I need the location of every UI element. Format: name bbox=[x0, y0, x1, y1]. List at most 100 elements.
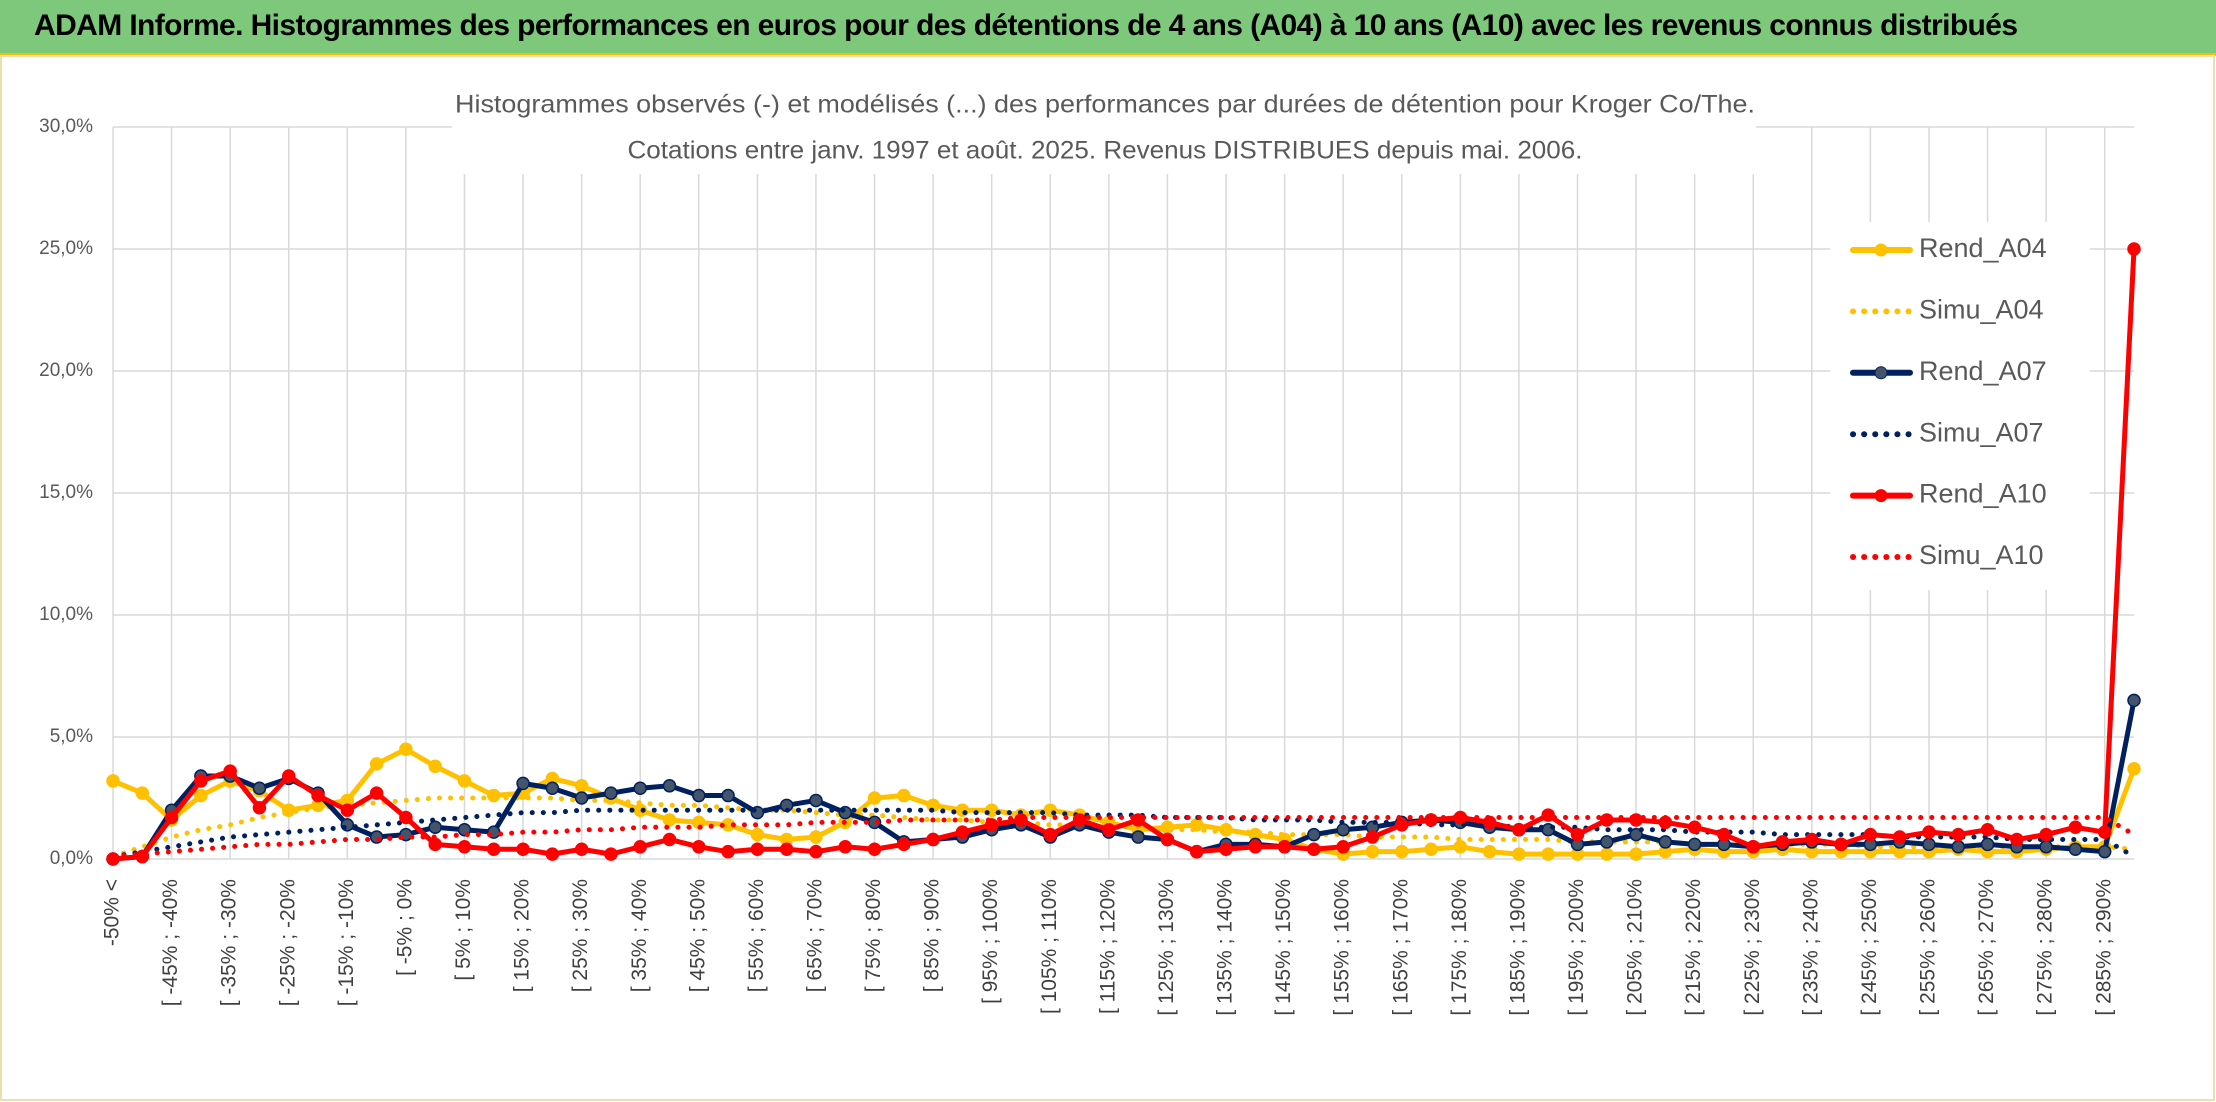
series-marker bbox=[311, 788, 325, 803]
series-marker bbox=[1717, 827, 1731, 842]
series-marker bbox=[252, 781, 267, 795]
series-marker bbox=[1570, 827, 1585, 842]
series-marker bbox=[194, 788, 208, 803]
y-tick-label: 30,0% bbox=[39, 116, 93, 137]
series-marker bbox=[604, 847, 618, 861]
series-marker bbox=[1512, 847, 1526, 861]
series-marker bbox=[955, 825, 970, 839]
x-tick-label: [ 35% ; 40% bbox=[628, 879, 651, 992]
series-marker bbox=[135, 786, 150, 800]
series-marker bbox=[662, 832, 677, 847]
x-tick-label: [ 15% ; 20% bbox=[511, 879, 534, 992]
series-marker bbox=[428, 820, 442, 835]
x-tick-label: [ 135% ; 140% bbox=[1214, 879, 1237, 1016]
series-marker bbox=[428, 759, 442, 774]
series-marker bbox=[1131, 830, 1145, 844]
x-tick-label: [ 95% ; 100% bbox=[979, 879, 1002, 1004]
series-marker bbox=[867, 842, 882, 856]
y-tick-label: 15,0% bbox=[39, 482, 93, 503]
series-marker bbox=[1834, 837, 1848, 852]
series-marker bbox=[2068, 820, 2083, 835]
series-line bbox=[110, 815, 2137, 860]
series-marker bbox=[750, 842, 765, 856]
series-line bbox=[110, 795, 2137, 860]
series-marker bbox=[2097, 844, 2112, 859]
x-tick-label: [ 275% ; 280% bbox=[2034, 879, 2057, 1016]
series-marker bbox=[574, 842, 589, 856]
x-tick-label: [ 195% ; 200% bbox=[1565, 879, 1588, 1016]
series-marker bbox=[1600, 847, 1614, 861]
series-marker bbox=[838, 840, 852, 854]
series-marker bbox=[516, 842, 530, 856]
series-marker bbox=[399, 742, 413, 756]
series-marker bbox=[809, 830, 823, 844]
banner-title: ADAM Informe. Histogrammes des performan… bbox=[34, 9, 2018, 42]
series-marker bbox=[926, 832, 940, 847]
x-tick-label: [ -35% ; -30% bbox=[218, 879, 241, 1006]
legend-marker bbox=[1874, 489, 1888, 503]
x-tick-label: [ 175% ; 180% bbox=[1448, 879, 1471, 1016]
legend-label: Simu_A10 bbox=[1919, 540, 2044, 570]
series-marker bbox=[2127, 761, 2141, 776]
x-tick-label: [ 85% ; 90% bbox=[921, 879, 944, 992]
series-marker bbox=[721, 788, 735, 803]
series-marker bbox=[1189, 844, 1204, 859]
series-marker bbox=[1365, 830, 1380, 844]
legend-label: Simu_A04 bbox=[1919, 295, 2044, 325]
series-marker bbox=[1629, 827, 1643, 842]
series-marker bbox=[1805, 832, 1819, 847]
banner: ADAM Informe. Histogrammes des performan… bbox=[0, 0, 2216, 56]
series-marker bbox=[1746, 840, 1760, 854]
series-marker bbox=[194, 774, 208, 788]
series-marker bbox=[1922, 825, 1936, 839]
x-tick-label: [ 75% ; 80% bbox=[862, 879, 885, 992]
y-tick-label: 10,0% bbox=[39, 604, 93, 625]
x-tick-label: [ 25% ; 30% bbox=[569, 879, 592, 992]
series-marker bbox=[809, 844, 823, 859]
x-tick-label: [ 105% ; 110% bbox=[1038, 879, 1061, 1014]
series-marker bbox=[1307, 827, 1321, 842]
series-marker bbox=[1482, 844, 1497, 859]
series-marker bbox=[457, 840, 472, 854]
series-marker bbox=[281, 769, 296, 783]
series-marker bbox=[1687, 820, 1702, 835]
series-marker bbox=[897, 837, 911, 852]
series-marker bbox=[662, 779, 677, 793]
series-marker bbox=[1248, 840, 1263, 854]
series-marker bbox=[692, 788, 706, 803]
series-marker bbox=[369, 757, 384, 771]
legend-marker bbox=[1874, 366, 1888, 380]
series-line bbox=[110, 246, 2137, 862]
x-tick-label: [ 285% ; 290% bbox=[2092, 879, 2115, 1016]
series-marker bbox=[369, 786, 384, 800]
series-marker bbox=[1892, 830, 1907, 844]
series-marker bbox=[2127, 693, 2141, 708]
series-marker bbox=[574, 791, 589, 805]
series-marker bbox=[1424, 842, 1438, 856]
x-tick-label: [ 125% ; 130% bbox=[1155, 879, 1178, 1016]
series-marker bbox=[516, 776, 530, 791]
series-marker bbox=[838, 805, 852, 820]
frame bbox=[0, 55, 2215, 1101]
x-tick-label: [ 185% ; 190% bbox=[1506, 879, 1529, 1016]
y-tick-label: 20,0% bbox=[39, 360, 93, 381]
series-marker bbox=[1922, 837, 1936, 852]
series-marker bbox=[1395, 818, 1409, 832]
series-marker bbox=[1219, 842, 1233, 856]
x-tick-label: [ -15% ; -10% bbox=[335, 879, 358, 1006]
series-marker bbox=[721, 844, 735, 859]
series-marker bbox=[1541, 847, 1555, 861]
x-tick-label: [ 235% ; 240% bbox=[1799, 879, 1822, 1016]
series-marker bbox=[1307, 842, 1321, 856]
series-marker bbox=[164, 810, 179, 825]
series-marker bbox=[428, 837, 442, 852]
series-marker bbox=[1687, 837, 1702, 852]
x-tick-label: [ 115% ; 120% bbox=[1096, 879, 1119, 1014]
series-marker bbox=[1980, 837, 1995, 852]
x-tick-label: [ 55% ; 60% bbox=[745, 879, 768, 992]
series-marker bbox=[2039, 827, 2053, 842]
y-tick-label: 0,0% bbox=[50, 848, 93, 869]
series-marker bbox=[1336, 840, 1350, 854]
series-marker bbox=[809, 793, 823, 808]
x-tick-label: [ 255% ; 260% bbox=[1917, 879, 1940, 1016]
